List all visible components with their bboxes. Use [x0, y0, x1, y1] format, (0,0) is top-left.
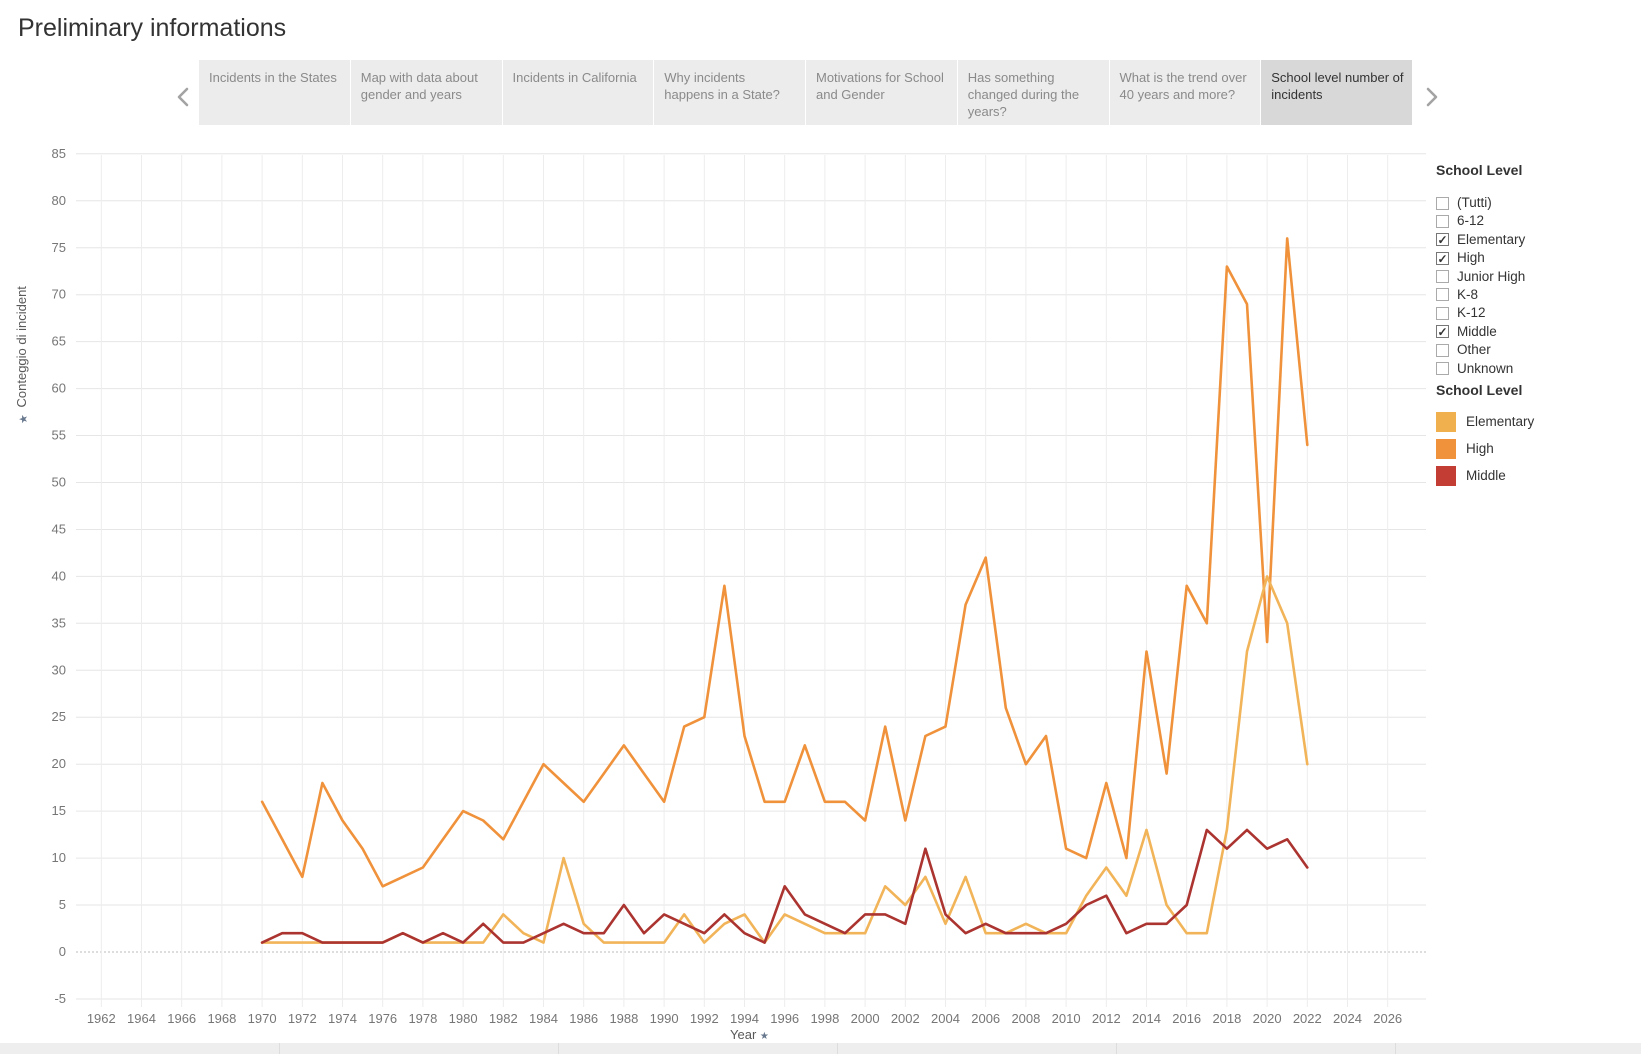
svg-text:2006: 2006	[971, 1011, 1000, 1026]
svg-text:1976: 1976	[368, 1011, 397, 1026]
svg-text:2026: 2026	[1373, 1011, 1402, 1026]
svg-text:-5: -5	[54, 991, 66, 1006]
svg-text:1994: 1994	[730, 1011, 759, 1026]
svg-text:2024: 2024	[1333, 1011, 1362, 1026]
svg-text:60: 60	[52, 381, 66, 396]
svg-text:75: 75	[52, 240, 66, 255]
svg-text:1966: 1966	[167, 1011, 196, 1026]
svg-text:20: 20	[52, 756, 66, 771]
svg-text:2002: 2002	[891, 1011, 920, 1026]
svg-text:1978: 1978	[408, 1011, 437, 1026]
svg-text:2000: 2000	[851, 1011, 880, 1026]
svg-text:1982: 1982	[489, 1011, 518, 1026]
svg-text:2020: 2020	[1253, 1011, 1282, 1026]
svg-text:1990: 1990	[650, 1011, 679, 1026]
svg-text:30: 30	[52, 662, 66, 677]
svg-text:1996: 1996	[770, 1011, 799, 1026]
svg-text:1964: 1964	[127, 1011, 156, 1026]
svg-text:1962: 1962	[87, 1011, 116, 1026]
svg-text:80: 80	[52, 193, 66, 208]
svg-text:1988: 1988	[609, 1011, 638, 1026]
svg-text:0: 0	[59, 944, 66, 959]
svg-text:2008: 2008	[1011, 1011, 1040, 1026]
svg-text:15: 15	[52, 803, 66, 818]
svg-text:65: 65	[52, 334, 66, 349]
svg-text:35: 35	[52, 615, 66, 630]
svg-text:45: 45	[52, 522, 66, 537]
svg-text:1972: 1972	[288, 1011, 317, 1026]
svg-text:1992: 1992	[690, 1011, 719, 1026]
svg-text:1970: 1970	[248, 1011, 277, 1026]
svg-text:1980: 1980	[449, 1011, 478, 1026]
svg-text:1968: 1968	[207, 1011, 236, 1026]
svg-text:1974: 1974	[328, 1011, 357, 1026]
svg-text:55: 55	[52, 428, 66, 443]
svg-text:2016: 2016	[1172, 1011, 1201, 1026]
svg-text:25: 25	[52, 709, 66, 724]
svg-text:5: 5	[59, 897, 66, 912]
svg-text:1986: 1986	[569, 1011, 598, 1026]
svg-text:50: 50	[52, 475, 66, 490]
svg-text:2012: 2012	[1092, 1011, 1121, 1026]
svg-text:2018: 2018	[1212, 1011, 1241, 1026]
svg-text:40: 40	[52, 568, 66, 583]
svg-text:1998: 1998	[810, 1011, 839, 1026]
svg-text:10: 10	[52, 850, 66, 865]
svg-text:85: 85	[52, 146, 66, 161]
svg-text:2004: 2004	[931, 1011, 960, 1026]
svg-text:2010: 2010	[1052, 1011, 1081, 1026]
svg-text:70: 70	[52, 287, 66, 302]
svg-text:2014: 2014	[1132, 1011, 1161, 1026]
svg-text:2022: 2022	[1293, 1011, 1322, 1026]
svg-text:1984: 1984	[529, 1011, 558, 1026]
